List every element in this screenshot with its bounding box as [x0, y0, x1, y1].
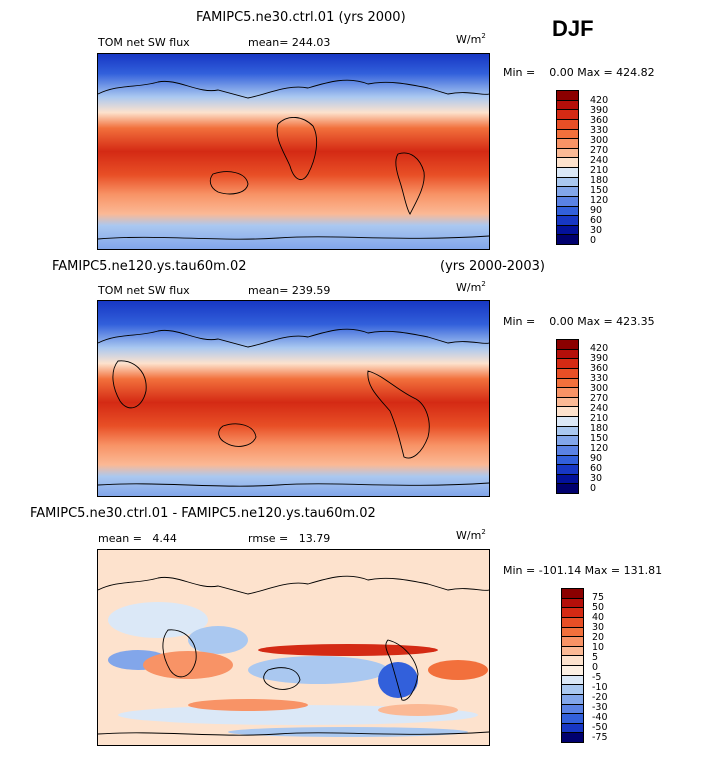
panel3-level: -75 [592, 732, 608, 743]
panel3-rmse: rmse = 13.79 [248, 532, 331, 545]
panel1-case-title: FAMIPC5.ne30.ctrl.01 (yrs 2000) [196, 10, 406, 25]
panel3-level: -10 [592, 682, 608, 693]
panel2-case-title: FAMIPC5.ne120.ys.tau60m.02 [52, 259, 247, 274]
panel3-level: -50 [592, 722, 608, 733]
panel2-colorbar [556, 339, 579, 494]
panel3-level: 5 [592, 652, 599, 663]
panel2-level: 90 [590, 453, 603, 464]
panel1-level: 330 [590, 125, 609, 136]
panel3-case-title: FAMIPC5.ne30.ctrl.01 - FAMIPC5.ne120.ys.… [30, 506, 376, 521]
panel1-level: 360 [590, 115, 609, 126]
panel3-level: -40 [592, 712, 608, 723]
panel3-colorbar-labels: 75 50 40 30 20 10 5 0 -5 -10 -20 -30 -40… [592, 592, 608, 743]
panel1-coastlines [98, 79, 489, 240]
panel3-mean: mean = 4.44 [98, 532, 177, 545]
panel3-level: -30 [592, 702, 608, 713]
panel1-level: 60 [590, 215, 603, 226]
panel1-level: 210 [590, 165, 609, 176]
panel3-level: 0 [592, 662, 599, 673]
panel2-level: 120 [590, 443, 609, 454]
panel3-anomaly-patches [98, 550, 489, 737]
panel1-level: 120 [590, 195, 609, 206]
panel1-level: 390 [590, 105, 609, 116]
panel1-level: 0 [590, 235, 597, 246]
panel2-level: 210 [590, 413, 609, 424]
panel3-minmax: Min = -101.14 Max = 131.81 [503, 564, 663, 577]
panel2-map-svg [98, 301, 489, 496]
panel2-level: 420 [590, 343, 609, 354]
panel3-level: -5 [592, 672, 602, 683]
season-label: DJF [552, 16, 594, 41]
panel1-units: W/m2 [456, 32, 486, 46]
panel3-level: 10 [592, 642, 605, 653]
panel1-minmax: Min = 0.00 Max = 424.82 [503, 66, 655, 79]
panel1-level: 150 [590, 185, 609, 196]
panel2-minmax: Min = 0.00 Max = 423.35 [503, 315, 655, 328]
panel3-level: -20 [592, 692, 608, 703]
panel2-level: 0 [590, 483, 597, 494]
panel2-level: 360 [590, 363, 609, 374]
panel1-level: 240 [590, 155, 609, 166]
panel3-level: 20 [592, 632, 605, 643]
panel2-level: 240 [590, 403, 609, 414]
panel2-level: 60 [590, 463, 603, 474]
panel1-map-svg [98, 54, 489, 249]
panel3-colorbar [561, 588, 584, 743]
panel3-level: 75 [592, 592, 605, 603]
panel1-level: 300 [590, 135, 609, 146]
panel1-colorbar-labels: 420 390 360 330 300 270 240 210 180 150 … [590, 95, 609, 246]
panel2-mean: mean= 239.59 [248, 284, 331, 297]
panel1-map [97, 53, 490, 250]
panel1-level: 180 [590, 175, 609, 186]
panel2-units: W/m2 [456, 280, 486, 294]
panel2-colorbar-labels: 420 390 360 330 300 270 240 210 180 150 … [590, 343, 609, 494]
panel3-units: W/m2 [456, 528, 486, 542]
panel3-level: 40 [592, 612, 605, 623]
panel2-years: (yrs 2000-2003) [440, 259, 545, 274]
panel2-map [97, 300, 490, 497]
panel2-coastlines [98, 328, 489, 487]
panel1-level: 420 [590, 95, 609, 106]
panel2-level: 390 [590, 353, 609, 364]
panel2-level: 270 [590, 393, 609, 404]
panel1-level: 270 [590, 145, 609, 156]
panel1-variable: TOM net SW flux [98, 36, 190, 49]
panel2-level: 30 [590, 473, 603, 484]
panel1-level: 90 [590, 205, 603, 216]
panel3-map [97, 549, 490, 746]
panel2-level: 330 [590, 373, 609, 384]
panel2-level: 300 [590, 383, 609, 394]
panel3-coastlines [98, 575, 489, 736]
panel1-colorbar [556, 90, 579, 245]
panel1-mean: mean= 244.03 [248, 36, 331, 49]
panel2-level: 150 [590, 433, 609, 444]
panel3-level: 50 [592, 602, 605, 613]
panel3-map-svg [98, 550, 489, 745]
panel1-level: 30 [590, 225, 603, 236]
panel3-level: 30 [592, 622, 605, 633]
panel2-level: 180 [590, 423, 609, 434]
panel2-variable: TOM net SW flux [98, 284, 190, 297]
